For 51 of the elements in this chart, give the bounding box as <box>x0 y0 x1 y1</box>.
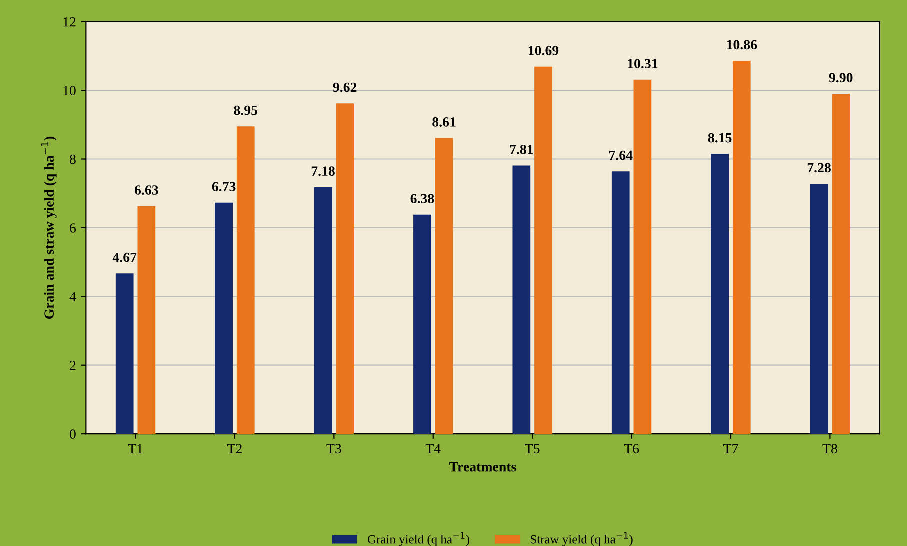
data-label: 4.67 <box>112 252 137 262</box>
bar <box>810 184 828 434</box>
y-tick-label: 0 <box>70 430 76 440</box>
y-tick-label: 10 <box>64 86 76 96</box>
bar <box>435 138 454 434</box>
bar <box>236 126 255 434</box>
bar <box>512 166 531 434</box>
data-label: 8.61 <box>432 118 456 127</box>
y-tick-label: 6 <box>70 224 76 233</box>
bar <box>634 80 652 434</box>
data-label: 7.28 <box>808 163 831 173</box>
bar <box>314 187 332 434</box>
data-label: 10.69 <box>528 46 559 56</box>
bar <box>832 94 850 434</box>
bar <box>711 154 729 434</box>
y-tick-label: 4 <box>70 292 76 302</box>
bar <box>534 66 552 434</box>
bar <box>138 206 156 434</box>
x-tick-label: T3 <box>326 444 342 454</box>
x-tick-label: T8 <box>822 444 838 454</box>
x-tick-label: T7 <box>724 444 738 454</box>
data-label: 10.86 <box>727 40 758 50</box>
x-tick-label: T5 <box>525 444 540 454</box>
x-tick-label: T2 <box>228 444 242 454</box>
x-tick-label: T1 <box>128 444 143 454</box>
bar <box>215 202 233 434</box>
bar <box>612 172 630 434</box>
data-label: 6.73 <box>212 182 236 192</box>
x-tick-label: T4 <box>426 444 441 454</box>
bar <box>336 104 354 434</box>
data-label: 6.38 <box>410 194 434 204</box>
y-tick-label: 8 <box>70 154 76 164</box>
data-label: 9.62 <box>333 82 357 92</box>
legend-label: Grain yield (q ha$^{−1}$) <box>368 532 470 546</box>
bar <box>732 61 751 434</box>
y-tick-label: 2 <box>70 360 76 370</box>
y-tick-label: 12 <box>64 17 76 27</box>
data-label: 7.18 <box>312 166 335 176</box>
data-label: 7.81 <box>510 144 534 154</box>
data-label: 7.64 <box>610 150 633 160</box>
bar <box>116 274 134 434</box>
data-label: 10.31 <box>628 59 658 69</box>
x-tick-label: T6 <box>624 444 640 454</box>
data-label: 8.95 <box>234 106 258 116</box>
data-label: 9.90 <box>829 73 853 83</box>
bar <box>414 214 432 434</box>
y-axis-title: Grain and straw yield (q ha$^{−1}$) <box>41 136 57 320</box>
legend-label: Straw yield (q ha$^{−1}$) <box>530 532 633 546</box>
data-label: 6.63 <box>135 186 158 195</box>
data-label: 8.15 <box>708 133 732 143</box>
x-axis-title: Treatments <box>450 462 516 472</box>
